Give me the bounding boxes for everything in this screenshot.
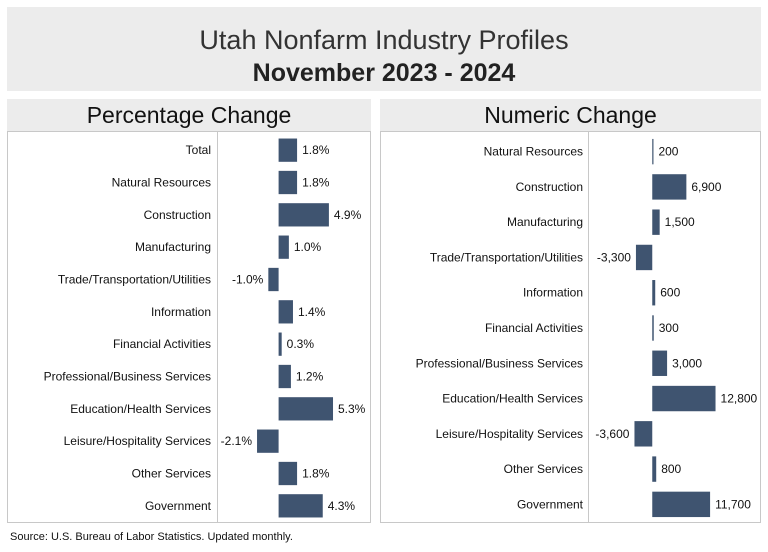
bar bbox=[652, 385, 716, 412]
data-label: 800 bbox=[661, 462, 681, 476]
bar bbox=[278, 300, 293, 324]
category-label: Leisure/Hospitality Services bbox=[436, 427, 583, 441]
category-label: Government bbox=[517, 497, 584, 511]
category-label: Construction bbox=[516, 180, 583, 194]
bar bbox=[652, 315, 654, 341]
data-label: 0.3% bbox=[287, 337, 315, 351]
category-label: Education/Health Services bbox=[70, 402, 211, 416]
bar bbox=[278, 364, 291, 389]
bar bbox=[278, 397, 334, 421]
data-label: -2.1% bbox=[221, 434, 253, 448]
bar bbox=[278, 170, 298, 195]
bar bbox=[278, 332, 282, 356]
data-label: 200 bbox=[658, 145, 678, 159]
data-label: -1.0% bbox=[232, 273, 264, 287]
data-label: 1.2% bbox=[296, 370, 324, 384]
bar bbox=[652, 350, 668, 376]
bar bbox=[634, 421, 653, 447]
page-title: Utah Nonfarm Industry Profiles bbox=[199, 25, 569, 55]
category-label: Total bbox=[186, 143, 211, 157]
data-label: -3,300 bbox=[597, 250, 631, 264]
data-label: 1.8% bbox=[302, 176, 330, 190]
data-label: 3,000 bbox=[672, 356, 702, 370]
data-label: 1,500 bbox=[665, 215, 695, 229]
category-label: Natural Resources bbox=[112, 176, 211, 190]
bar bbox=[268, 267, 279, 292]
page-subtitle: November 2023 - 2024 bbox=[252, 59, 516, 87]
category-label: Leisure/Hospitality Services bbox=[64, 434, 211, 448]
category-label: Information bbox=[523, 286, 583, 300]
percentage-plot-area bbox=[217, 132, 370, 522]
category-label: Natural Resources bbox=[484, 145, 583, 159]
bar bbox=[652, 174, 687, 200]
category-label: Education/Health Services bbox=[442, 392, 583, 406]
data-label: 4.3% bbox=[328, 499, 356, 513]
data-label: 1.8% bbox=[302, 143, 330, 157]
data-label: 12,800 bbox=[721, 392, 758, 406]
data-label: 5.3% bbox=[338, 402, 366, 416]
category-label: Government bbox=[145, 499, 212, 513]
numeric-chart: Natural Resources 200 Construction 6,900 Man… bbox=[416, 138, 758, 518]
numeric-plot-area bbox=[588, 132, 760, 522]
bar bbox=[652, 491, 711, 518]
source-note: Source: U.S. Bureau of Labor Statistics.… bbox=[10, 531, 293, 543]
category-label: Professional/Business Services bbox=[416, 356, 583, 370]
header-banner: Utah Nonfarm Industry Profiles November … bbox=[7, 7, 761, 91]
data-label: -3,600 bbox=[595, 427, 629, 441]
category-label: Construction bbox=[144, 208, 211, 222]
numeric-chart-panel: Natural Resources 200 Construction 6,900 Man… bbox=[380, 131, 761, 523]
data-label: 6,900 bbox=[691, 180, 721, 194]
category-label: Manufacturing bbox=[135, 240, 211, 254]
category-label: Financial Activities bbox=[113, 337, 211, 351]
category-label: Other Services bbox=[504, 462, 583, 476]
data-label: 11,700 bbox=[715, 497, 751, 511]
bar bbox=[278, 235, 289, 259]
bar bbox=[652, 209, 660, 235]
bar bbox=[278, 461, 298, 486]
category-label: Trade/Transportation/Utilities bbox=[58, 273, 211, 287]
data-label: 4.9% bbox=[334, 208, 362, 222]
percentage-panel-title: Percentage Change bbox=[7, 99, 371, 131]
bar bbox=[635, 244, 653, 271]
percentage-chart: Total 1.8% Natural Resources 1.8% Constructi… bbox=[44, 138, 366, 518]
category-label: Professional/Business Services bbox=[44, 370, 211, 384]
category-label: Manufacturing bbox=[507, 215, 583, 229]
category-label: Trade/Transportation/Utilities bbox=[430, 250, 583, 264]
data-label: 600 bbox=[660, 286, 680, 300]
bar bbox=[652, 456, 657, 482]
bar bbox=[278, 494, 323, 518]
numeric-panel-title: Numeric Change bbox=[380, 99, 761, 131]
bar bbox=[652, 280, 656, 306]
data-label: 1.8% bbox=[302, 467, 330, 481]
bar bbox=[652, 138, 654, 165]
data-label: 300 bbox=[659, 321, 679, 335]
bar bbox=[278, 203, 329, 227]
category-label: Information bbox=[151, 305, 211, 319]
bar bbox=[257, 429, 279, 453]
category-label: Financial Activities bbox=[485, 321, 583, 335]
category-label: Other Services bbox=[132, 467, 211, 481]
data-label: 1.0% bbox=[294, 240, 322, 254]
percentage-chart-panel: Total 1.8% Natural Resources 1.8% Constructi… bbox=[7, 131, 371, 523]
data-label: 1.4% bbox=[298, 305, 326, 319]
bar bbox=[278, 138, 298, 162]
